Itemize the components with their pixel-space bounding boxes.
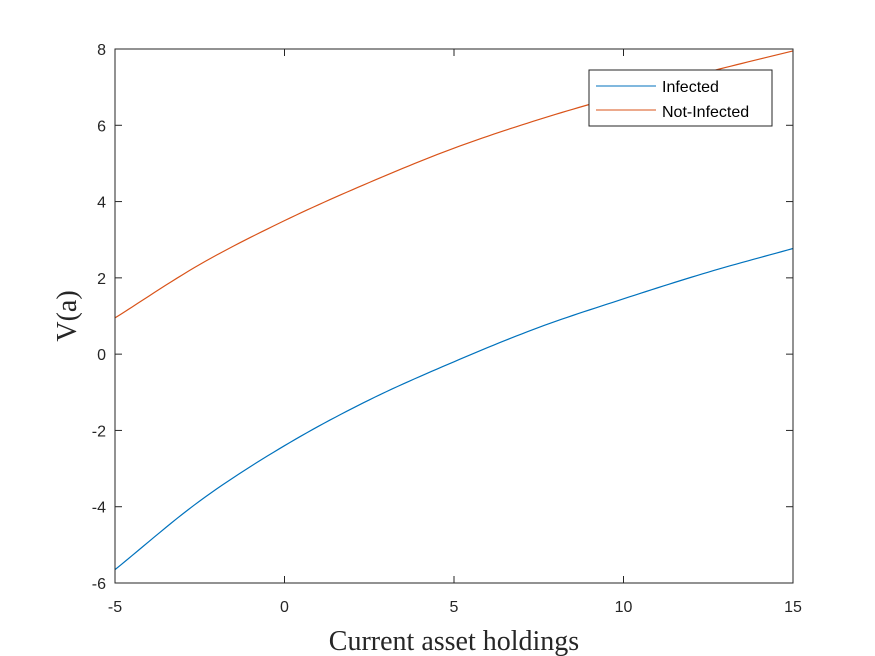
legend-label-not-infected: Not-Infected bbox=[662, 104, 749, 121]
x-tick-label: -5 bbox=[108, 599, 122, 616]
y-ticks: -6 -4 -2 0 2 4 6 8 bbox=[92, 42, 793, 593]
legend-box bbox=[588, 69, 773, 127]
y-tick-label: 4 bbox=[97, 195, 106, 212]
x-ticks: -5 0 5 10 15 bbox=[108, 49, 802, 616]
x-tick-label: 10 bbox=[615, 599, 633, 616]
y-tick-label: -4 bbox=[92, 500, 106, 517]
x-tick-label: 0 bbox=[280, 599, 289, 616]
legend: Infected Not-Infected bbox=[588, 69, 773, 127]
y-axis-title: V(a) bbox=[52, 290, 83, 341]
y-tick-label: -6 bbox=[92, 576, 106, 593]
y-tick-label: 0 bbox=[97, 347, 106, 364]
x-tick-label: 15 bbox=[784, 599, 802, 616]
y-tick-label: 6 bbox=[97, 118, 106, 135]
plot-area bbox=[115, 49, 793, 583]
y-tick-label: 2 bbox=[97, 271, 106, 288]
x-axis-title: Current asset holdings bbox=[329, 626, 579, 656]
y-tick-label: -2 bbox=[92, 423, 106, 440]
y-tick-label: 8 bbox=[97, 42, 106, 59]
x-tick-label: 5 bbox=[450, 599, 459, 616]
legend-label-infected: Infected bbox=[662, 79, 719, 96]
series-line-infected bbox=[114, 247, 794, 571]
